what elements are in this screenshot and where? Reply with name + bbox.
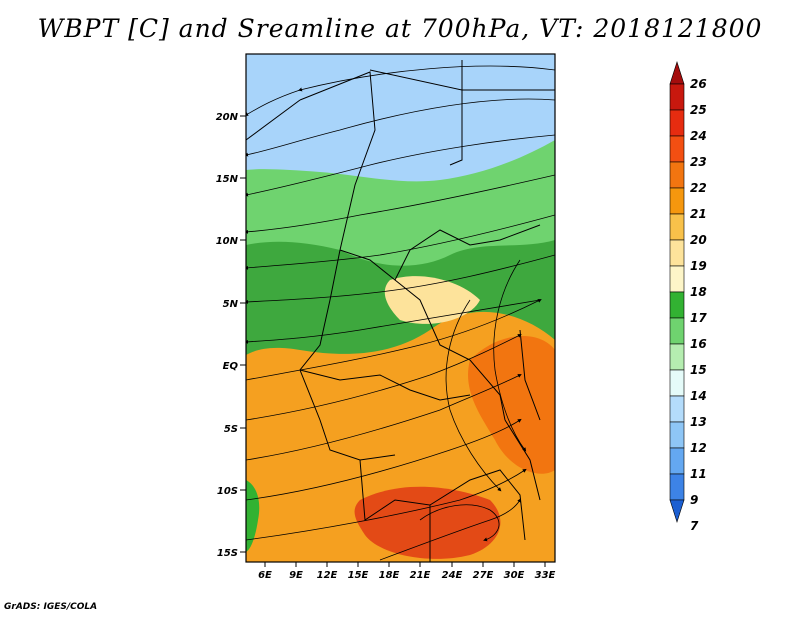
- colorbar-swatch: [669, 343, 685, 371]
- colorbar-label: 25: [690, 103, 707, 117]
- streamline: [246, 98, 555, 157]
- colorbar-label: 15: [690, 363, 707, 377]
- lat-label-10s: 10S: [217, 486, 238, 497]
- colorbar-label: 21: [690, 207, 707, 221]
- wbpt-shading: [246, 54, 555, 562]
- colorbar-label: 9: [690, 493, 698, 507]
- colorbar-label: 7: [690, 519, 699, 533]
- lon-label-30e: 30E: [504, 570, 525, 581]
- colorbar-swatch: [669, 265, 685, 293]
- lon-label-12e: 12E: [317, 570, 338, 581]
- colorbar-swatch: [669, 291, 685, 319]
- lon-label-33e: 33E: [535, 570, 556, 581]
- colorbar-label: 20: [690, 233, 707, 247]
- southwest-green-patch: [246, 480, 260, 552]
- streamline: [246, 214, 555, 270]
- grads-credit: GrADS: IGES/COLA: [4, 602, 98, 612]
- colorbar-swatch: [669, 161, 685, 189]
- colorbar-swatch: [669, 447, 685, 475]
- latitude-axis: 20N 15N 10N 5N EQ 5S 10S 15S: [216, 112, 246, 559]
- lon-label-18e: 18E: [379, 570, 400, 581]
- lon-label-15e: 15E: [348, 570, 369, 581]
- colorbar-swatch: [669, 187, 685, 215]
- colorbar-label: 22: [690, 181, 707, 195]
- streamline: [493, 259, 527, 452]
- lat-label-10n: 10N: [216, 236, 239, 247]
- streamline: [246, 174, 555, 234]
- lat-label-15n: 15N: [216, 174, 239, 185]
- north-cool-zone: [246, 54, 555, 182]
- colorbar-label: 11: [690, 467, 707, 481]
- colorbar-swatch: [669, 317, 685, 345]
- streamline: [246, 418, 522, 501]
- lon-label-24e: 24E: [442, 570, 463, 581]
- streamline: [246, 468, 527, 541]
- colorbar-label: 16: [690, 337, 707, 351]
- lon-label-6e: 6E: [258, 570, 272, 581]
- streamline: [246, 299, 542, 381]
- streamline: [379, 498, 522, 561]
- colorbar-label: 26: [690, 77, 707, 91]
- colorbar-swatch: [669, 421, 685, 449]
- chart-title: WBPT [C] and Sreamline at 700hPa, VT: 20…: [37, 14, 763, 43]
- colorbar-swatch: [669, 369, 685, 397]
- colorbar-label: 19: [690, 259, 707, 273]
- lat-label-20n: 20N: [216, 112, 239, 123]
- streamline: [246, 254, 555, 304]
- lat-label-eq: EQ: [223, 361, 239, 372]
- colorbar-label: 12: [690, 441, 707, 455]
- lat-label-15s: 15S: [217, 548, 238, 559]
- colorbar-swatch: [669, 239, 685, 267]
- colorbar-label: 23: [690, 155, 707, 169]
- lon-label-21e: 21E: [410, 570, 431, 581]
- eastern-warm-core: [468, 336, 555, 474]
- streamline: [246, 134, 555, 197]
- colorbar-swatch: [669, 109, 685, 137]
- lat-label-5n: 5N: [223, 299, 239, 310]
- colorbar-top-arrow: [669, 61, 685, 85]
- colorbar: 26 25 24 23 22 21 20 19 18 17 16 15 14 13 12 11 9 7: [669, 61, 707, 533]
- map-frame: [245, 53, 556, 563]
- country-borders: [246, 60, 555, 562]
- colorbar-label: 18: [690, 285, 707, 299]
- colorbar-label: 14: [690, 389, 707, 403]
- streamline: [246, 374, 522, 461]
- colorbar-label: 17: [690, 311, 707, 325]
- longitude-axis: 6E 9E 12E 15E 18E 21E 24E 27E 30E 33E: [258, 562, 556, 581]
- colorbar-bottom-arrow: [669, 499, 685, 523]
- lat-label-5s: 5S: [224, 424, 238, 435]
- lon-label-9e: 9E: [289, 570, 303, 581]
- lon-label-27e: 27E: [473, 570, 494, 581]
- streamline: [246, 299, 541, 344]
- colorbar-swatch: [669, 213, 685, 241]
- colorbar-swatch: [669, 135, 685, 163]
- streamline: [419, 504, 500, 542]
- colorbar-label: 24: [690, 129, 707, 143]
- colorbar-label: 13: [690, 415, 707, 429]
- colorbar-swatch: [669, 473, 685, 501]
- streamline: [445, 299, 502, 492]
- colorbar-swatch: [669, 395, 685, 423]
- colorbar-swatch: [669, 83, 685, 111]
